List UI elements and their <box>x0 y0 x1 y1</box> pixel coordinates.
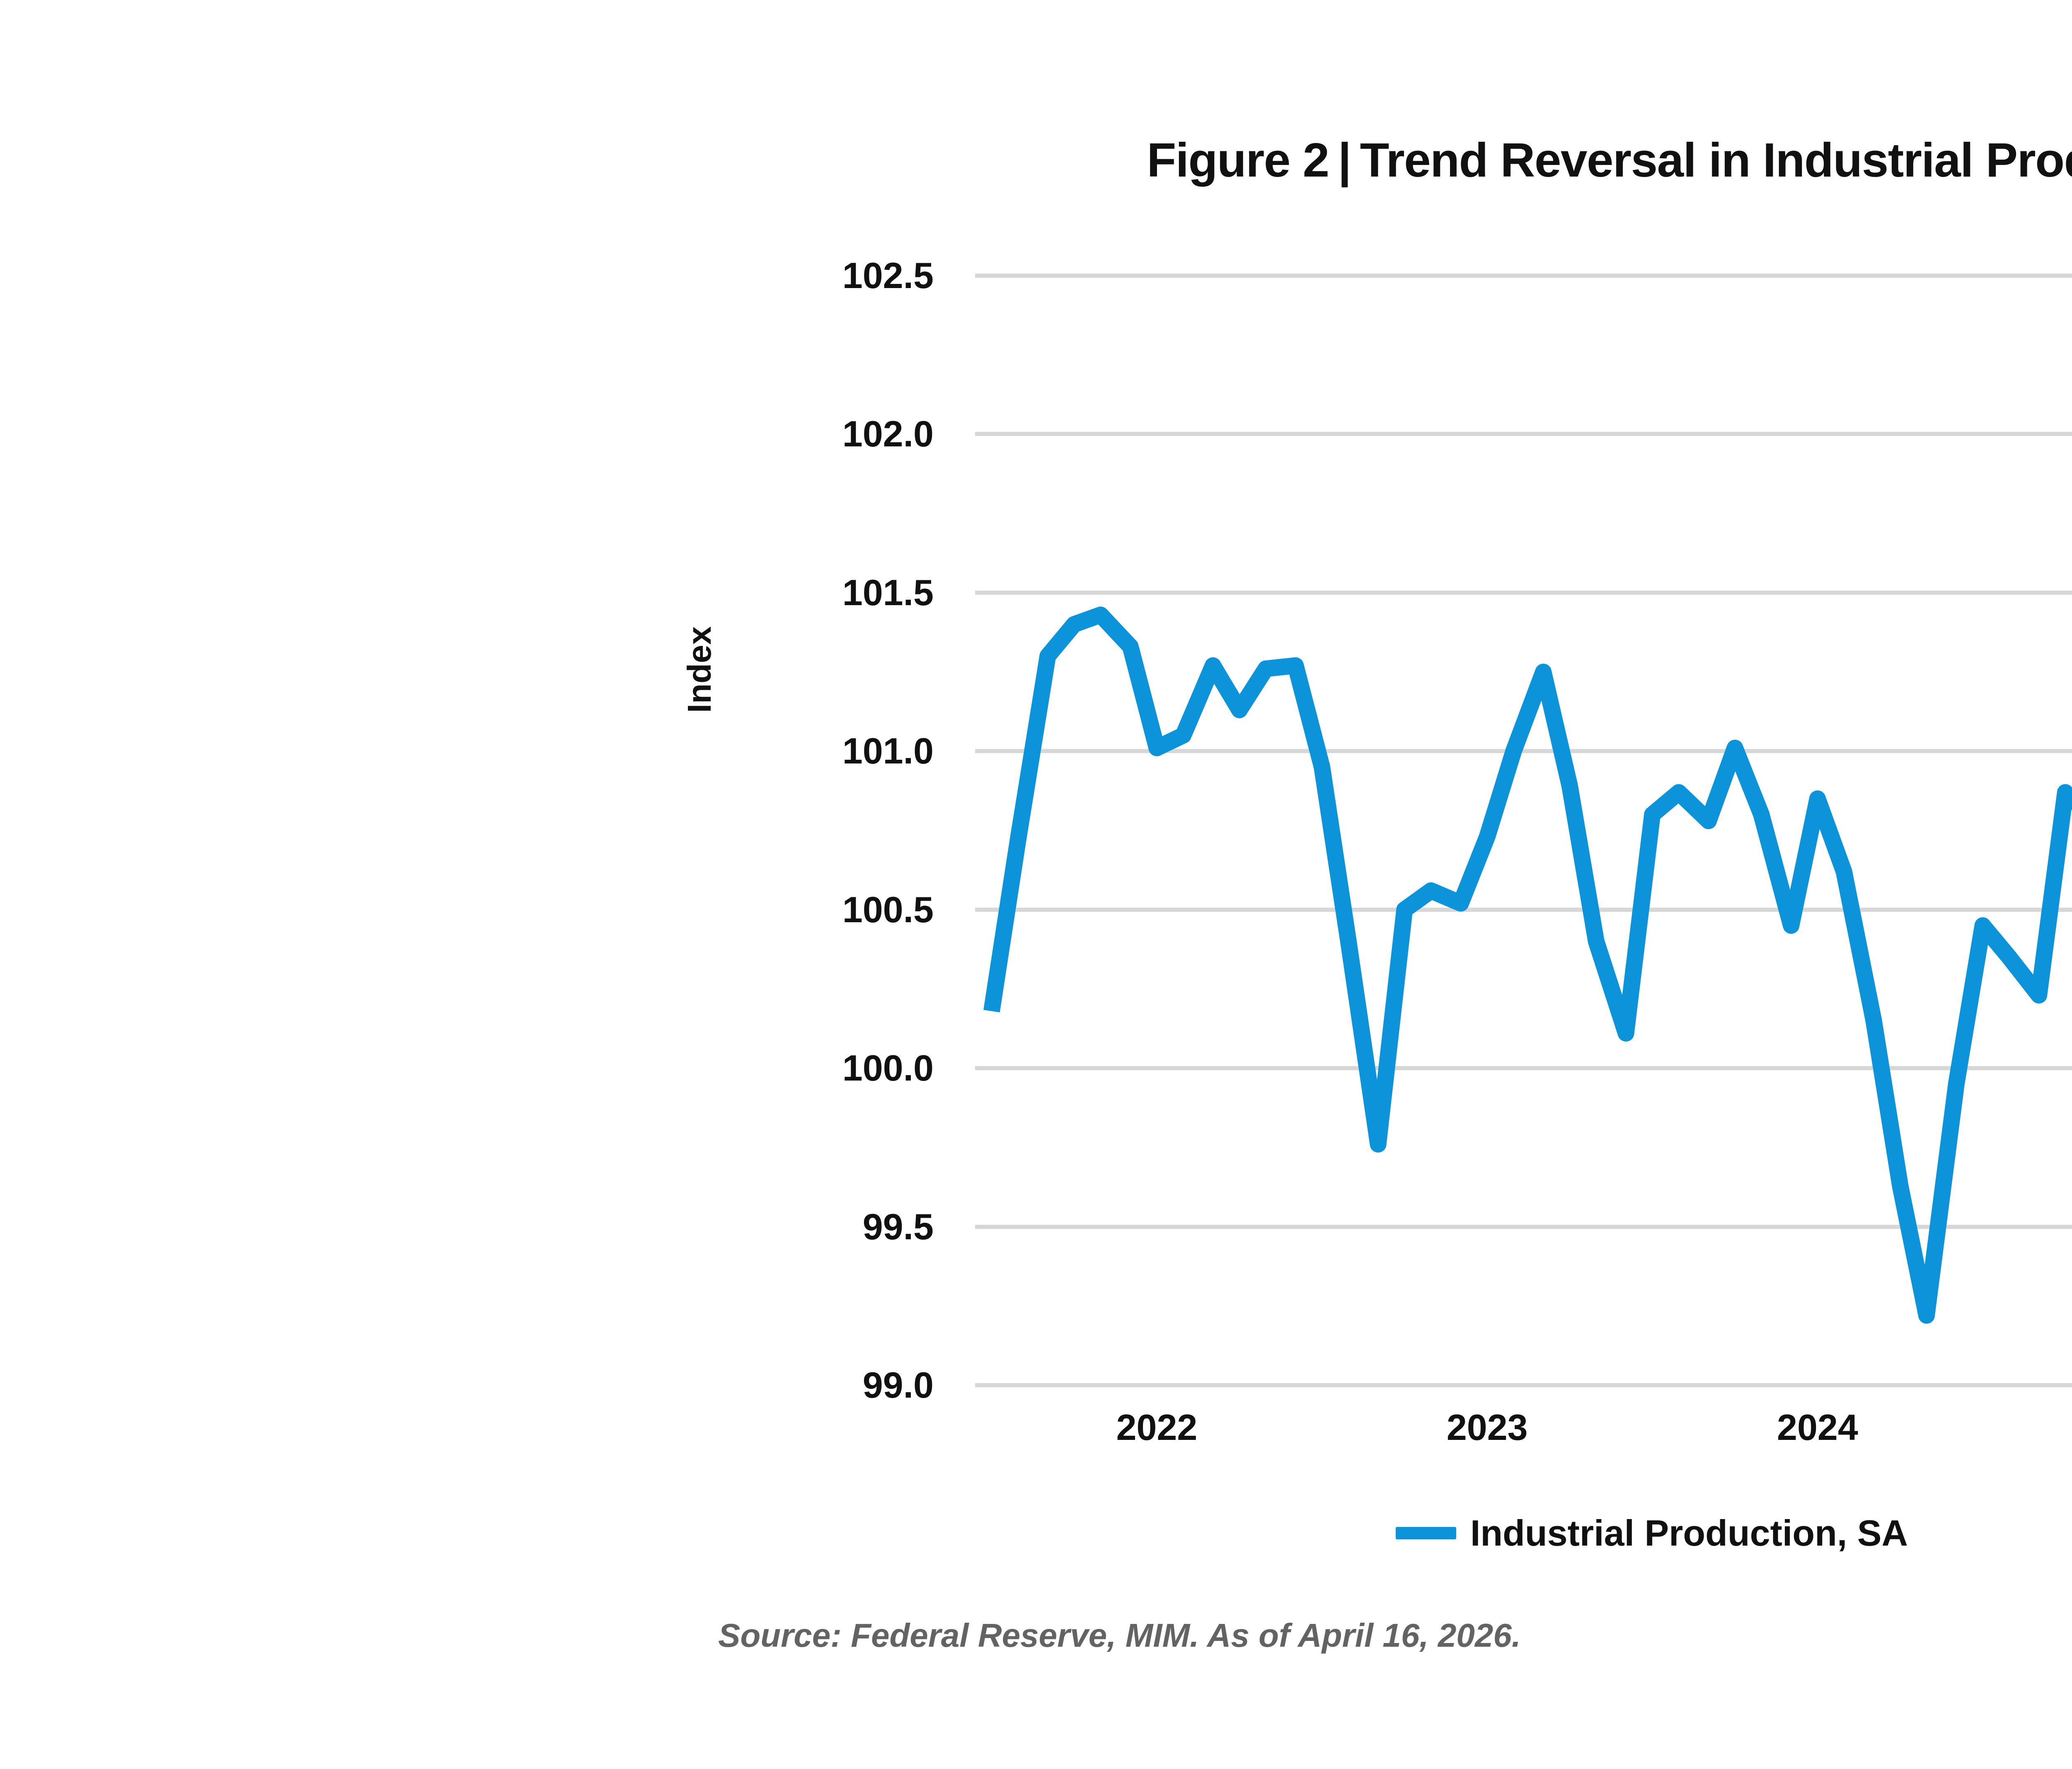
y-tick-label-102-5: 102.5 <box>842 255 934 296</box>
y-tick-label-100-5: 100.5 <box>842 889 934 930</box>
x-tick-label-2025: 2025 <box>2040 1409 2072 1446</box>
plot-area <box>975 274 2072 1387</box>
gridline-99-0 <box>975 1383 2072 1387</box>
figure-label: Figure 2 <box>1147 133 1329 187</box>
series-line-chart <box>983 606 2072 1324</box>
y-axis-title: Index <box>681 626 718 713</box>
y-tick-label-102-0: 102.0 <box>842 413 934 455</box>
series-line-industrial-production <box>983 606 2072 1324</box>
gridline-101-0 <box>975 749 2072 754</box>
gridline-101-5 <box>975 590 2072 595</box>
figure-card: Figure 2 | Trend Reversal in Industrial Pr… <box>75 0 2072 1769</box>
gridline-100-0 <box>975 1066 2072 1071</box>
y-axis-tick-labels: 99.0 99.5 100.0 100.5 101.0 101.5 102.0 102.5 <box>743 0 934 1769</box>
source-note: Source: Federal Reserve, MIM. As of Apri… <box>718 1617 1521 1654</box>
y-tick-label-100-0: 100.0 <box>842 1047 934 1089</box>
x-tick-label-2024: 2024 <box>1777 1407 1858 1448</box>
legend-item-industrial-production[interactable]: Industrial Production, SA <box>1395 1512 1908 1553</box>
figure-title-text: Trend Reversal in Industrial Production <box>1360 133 2072 187</box>
y-tick-label-99-0: 99.0 <box>862 1364 934 1406</box>
gridline-102-0 <box>975 432 2072 436</box>
y-tick-label-101-0: 101.0 <box>842 730 934 772</box>
gridline-102-5 <box>975 274 2072 278</box>
page-title: Figure 2 | Trend Reversal in Industrial Pr… <box>75 77 2072 243</box>
y-tick-label-99-5: 99.5 <box>862 1206 934 1247</box>
x-tick-label-2023: 2023 <box>1446 1407 1528 1448</box>
gridline-99-5 <box>975 1224 2072 1229</box>
y-tick-label-101-5: 101.5 <box>842 572 934 613</box>
chart-legend: Industrial Production, SA <box>75 1515 2072 1551</box>
title-separator: | <box>1338 133 1351 187</box>
legend-item-label: Industrial Production, SA <box>1470 1512 1908 1553</box>
x-tick-label-2022: 2022 <box>1116 1407 1198 1448</box>
plot-wrap: Index 99.0 99.5 100.0 100.5 101.0 101.5 102.0 1… <box>75 0 2072 1769</box>
legend-color-swatch-blue <box>1395 1527 1456 1539</box>
gridline-100-5 <box>975 907 2072 912</box>
